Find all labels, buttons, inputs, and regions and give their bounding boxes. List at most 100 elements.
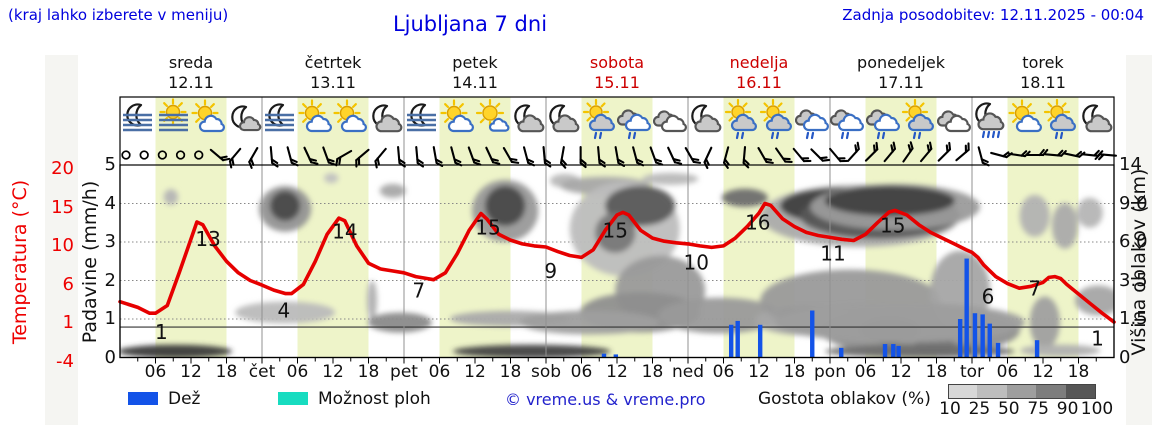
time-label: 18 [215, 362, 238, 382]
temp-value-label: 7 [1028, 277, 1041, 301]
axis-tick-label: 2 [104, 269, 116, 291]
density-scale-label: 90 [1056, 399, 1079, 419]
sun-cloud-icon [1007, 98, 1044, 144]
sun-cloud-icon [333, 98, 369, 144]
temp-value-label: 1 [1091, 327, 1104, 351]
sun-cloud-rain-icon [901, 98, 937, 144]
axis-tick-label: -4 [56, 350, 74, 372]
sun-smallcloud-icon [475, 98, 511, 144]
density-scale-label: 75 [1027, 399, 1050, 419]
temp-value-label: 7 [412, 279, 425, 303]
fog-moon-icon [120, 98, 156, 144]
day-header-petek: petek 14.11 [452, 53, 498, 92]
weather-icons-row [120, 97, 1114, 145]
moon-cloud-icon [1079, 98, 1115, 144]
fog-moon-icon [262, 98, 298, 144]
time-label: 12 [606, 362, 628, 382]
temp-value-label: 13 [195, 227, 220, 251]
day-headers-row: sreda 12.11 četrtek 13.11 petek 14.11 sobota 15… [120, 53, 1114, 97]
time-label: 18 [925, 362, 948, 382]
sun-cloud-rain-icon [724, 98, 760, 144]
temp-value-label: 11 [820, 242, 845, 266]
temp-value-label: 9 [544, 259, 557, 283]
time-label: 06 [996, 362, 1019, 382]
time-label: 06 [286, 362, 309, 382]
axis-tick-label: 6.0 [1119, 231, 1148, 252]
time-label: 06 [570, 362, 593, 382]
rain-legend-label: Dež [168, 389, 201, 409]
axis-tick-label: 3.5 [1119, 269, 1148, 291]
time-label: 18 [641, 362, 664, 382]
day-abbrev-label: tor [959, 362, 985, 382]
rain-legend-swatch [128, 392, 158, 405]
density-scale-segment [1006, 384, 1038, 399]
time-label: 12 [890, 362, 912, 382]
moon-cloud-icon [688, 98, 724, 144]
time-label: 12 [748, 362, 770, 382]
day-abbrev-label: pon [814, 362, 846, 382]
sun-cloud-icon [191, 98, 227, 144]
fog-sun-icon [156, 98, 192, 144]
day-header-torek: torek 18.11 [1020, 53, 1066, 92]
axis-tick-label: 1 [104, 308, 116, 329]
axis-tick-label: 10 [51, 235, 74, 256]
temp-value-label: 4 [278, 299, 291, 323]
clouds-rain-icon [865, 98, 902, 144]
axis-tick-label: 5 [104, 154, 116, 175]
day-header-ponedeljek: ponedeljek 17.11 [857, 53, 945, 92]
last-updated-text: Zadnja posodobitev: 12.11.2025 - 00:04 [842, 6, 1144, 24]
temp-value-label: 15 [602, 218, 627, 242]
density-scale-label: 10 [939, 399, 961, 419]
time-label: 12 [464, 362, 486, 382]
moon-cloud-icon [369, 98, 405, 144]
time-label: 12 [322, 362, 344, 382]
copyright-link[interactable]: © vreme.us & vreme.pro [505, 390, 706, 409]
clouds-rain-icon [616, 98, 653, 144]
time-label: 18 [499, 362, 522, 382]
time-label: 12 [1032, 362, 1054, 382]
location-hint-note: (kraj lahko izberete v meniju) [8, 6, 229, 24]
sun-cloud-icon [439, 98, 476, 144]
clouds-rain-icon [794, 98, 831, 144]
day-header-nedelja: nedelja 16.11 [729, 53, 789, 92]
time-label: 06 [712, 362, 735, 382]
axis-tick-label: 0 [1119, 346, 1131, 368]
clouds-icon [936, 98, 973, 144]
axis-tick-label: 15 [51, 196, 74, 218]
sun-cloud-rain-icon [759, 98, 795, 144]
time-label: 06 [428, 362, 451, 382]
shower-legend-swatch [278, 392, 308, 405]
axis-tick-label: 1 [62, 312, 74, 333]
time-label: 18 [783, 362, 806, 382]
temp-value-label: 15 [880, 213, 905, 237]
sun-cloud-rain-icon [582, 98, 618, 144]
time-label: 18 [357, 362, 380, 382]
left-axis-strip [45, 55, 78, 425]
axis-tick-label: 4 [104, 192, 116, 214]
density-scale-segment [1036, 384, 1067, 399]
moon-cloud-icon [546, 98, 582, 144]
sun-cloud-rain-icon [1043, 98, 1079, 144]
shower-legend-label: Možnost ploh [318, 389, 431, 409]
temp-value-label: 1 [155, 320, 168, 344]
axis-tick-label: 3 [104, 231, 116, 252]
day-abbrev-label: pet [390, 362, 418, 382]
right-axis-strip [1126, 55, 1152, 425]
temp-value-label: 15 [475, 215, 500, 239]
day-header-četrtek: četrtek 13.11 [304, 53, 362, 92]
axis-tick-label: 14 [1119, 154, 1142, 175]
moon-cloud-hrain-icon [972, 98, 1008, 144]
density-scale-segment [948, 384, 980, 399]
day-header-sreda: sreda 12.11 [168, 53, 214, 92]
axis-tick-label: 1.5 [1119, 308, 1148, 329]
time-label: 18 [1067, 362, 1090, 382]
moon-cloud-icon [511, 98, 547, 144]
density-scale-label: 25 [968, 399, 991, 419]
day-abbrev-label: ned [671, 362, 705, 382]
sun-cloud-icon [297, 98, 334, 144]
axis-tick-label: 9.0 [1119, 192, 1148, 214]
clouds-rain-icon [829, 98, 866, 144]
cloud-density-scale: 10 25 50 75 90 100 [939, 384, 1113, 419]
temp-value-label: 14 [332, 220, 357, 244]
